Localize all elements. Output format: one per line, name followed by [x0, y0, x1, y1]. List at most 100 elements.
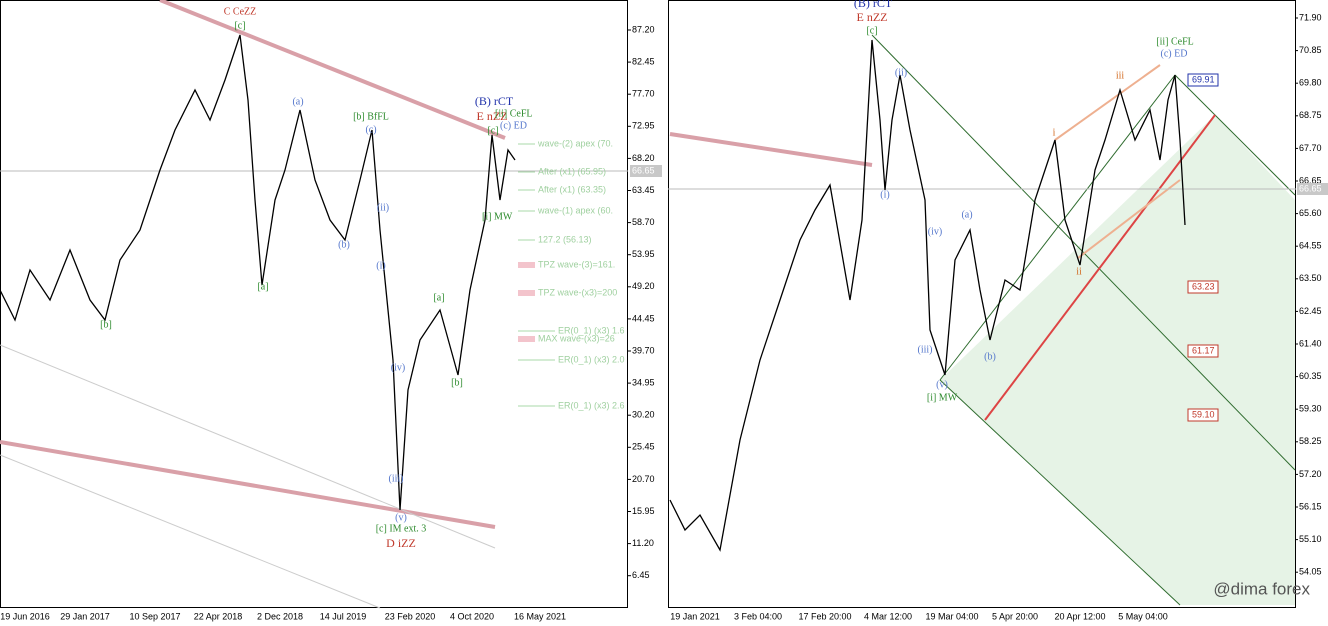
y-tick-label: 25.45 [632, 442, 655, 452]
level-label: MAX wave-(x3)=26 [538, 333, 615, 343]
wave-label: [a] [433, 292, 444, 303]
wave-label: (ii) [895, 67, 907, 78]
x-tick-label: 20 Apr 12:00 [1054, 611, 1105, 621]
wave-label: C CeZZ [224, 6, 257, 17]
x-tick-label: 2 Dec 2018 [257, 611, 303, 621]
price-tag-label: 66.65 [632, 165, 655, 175]
wave-label: (b) [984, 351, 996, 362]
y-tick-label: 53.95 [632, 249, 655, 259]
y-tick-label: 34.95 [632, 377, 655, 387]
price-box [1187, 73, 1219, 87]
wave-label: (a) [292, 96, 303, 107]
wave-label: (c) ED [1161, 48, 1188, 59]
price-box-label: 59.10 [1192, 409, 1215, 419]
wave-label: (c) [365, 124, 376, 135]
wave-label: [b] [451, 377, 463, 388]
x-tick-label: 10 Sep 2017 [129, 611, 180, 621]
wave-label: [ii] CeFL [495, 108, 533, 119]
y-tick-label: 59.30 [1299, 404, 1322, 414]
wave-label: (v) [395, 512, 407, 523]
level-label: ER(0_1) (x3) 2.0 [558, 354, 625, 364]
x-tick-label: 3 Feb 04:00 [734, 611, 782, 621]
level-label: After (x1) (63.35) [538, 184, 606, 194]
y-tick-label: 63.50 [1299, 273, 1322, 283]
y-tick-label: 60.35 [1299, 371, 1322, 381]
wave-label: [i] MW [927, 392, 958, 403]
wave-label: (B) rCT [475, 94, 514, 108]
y-tick-label: 15.95 [632, 506, 655, 516]
x-tick-label: 4 Mar 12:00 [864, 611, 912, 621]
watermark: @dima forex [1213, 579, 1310, 598]
wave-label: ii [1076, 266, 1082, 277]
y-tick-label: 30.20 [632, 410, 655, 420]
y-tick-label: 56.15 [1299, 501, 1322, 511]
level-label: ER(0_1) (x3) 2.6 [558, 400, 625, 410]
channel-line [939, 379, 1181, 606]
channel-line [1077, 179, 1181, 259]
level-label: wave-(2) apex (70. [537, 138, 613, 148]
level-label: 127.2 (56.13) [538, 234, 592, 244]
wave-label: (B) rCT [854, 0, 893, 10]
y-tick-label: 55.10 [1299, 534, 1322, 544]
y-tick-label: 65.60 [1299, 208, 1322, 218]
y-tick-label: 63.45 [632, 185, 655, 195]
y-tick-label: 68.75 [1299, 110, 1322, 120]
wave-label: (iii) [389, 473, 404, 484]
y-tick-label: 58.70 [632, 217, 655, 227]
x-tick-label: 19 Jun 2016 [0, 611, 50, 621]
trendline [669, 132, 873, 167]
wave-label: E nZZ [857, 10, 888, 24]
wave-label: (iv) [928, 226, 942, 237]
wave-label: (ii) [377, 202, 389, 213]
channel-line [1174, 74, 1296, 196]
wave-label: [c] IM ext. 3 [376, 523, 427, 534]
x-tick-label: 19 Jan 2021 [670, 611, 720, 621]
wave-label: (iv) [391, 362, 405, 373]
wave-label: [ii] CeFL [1156, 36, 1194, 47]
y-tick-label: 69.80 [1299, 78, 1322, 88]
channel-line [871, 34, 1296, 471]
wave-label: [c] [866, 25, 877, 36]
x-tick-label: 17 Feb 20:00 [798, 611, 851, 621]
channel-line [1054, 64, 1161, 141]
y-tick-label: 20.70 [632, 474, 655, 484]
level-label: wave-(1) apex (60. [537, 205, 613, 215]
wave-label: (b) [338, 239, 350, 250]
price-box-label: 69.91 [1192, 74, 1215, 84]
wave-label: (a) [961, 209, 972, 220]
y-tick-label: 11.20 [632, 538, 654, 548]
wave-label: (i) [376, 260, 385, 271]
y-tick-label: 82.45 [632, 56, 655, 66]
y-tick-label: 70.85 [1299, 45, 1322, 55]
y-tick-label: 49.20 [632, 281, 655, 291]
level-label: TPZ wave-(x3)=200 [538, 287, 617, 297]
y-tick-label: 62.45 [1299, 306, 1322, 316]
wave-label: (v) [936, 379, 948, 390]
left-frame [0, 0, 628, 608]
price-line [669, 39, 1186, 552]
trendline [0, 440, 496, 529]
right-frame [668, 0, 1296, 608]
y-tick-label: 72.95 [632, 121, 655, 131]
y-tick-label: 54.05 [1299, 567, 1322, 577]
y-tick-label: 44.45 [632, 313, 655, 323]
y-tick-label: 57.20 [1299, 469, 1322, 479]
x-tick-label: 16 May 2021 [514, 611, 566, 621]
wave-label: i [1053, 127, 1056, 138]
level-label: TPZ wave-(3)=161. [538, 259, 615, 269]
x-tick-label: 5 May 04:00 [1118, 611, 1168, 621]
level-label: ER(0_1) (x3) 1.6 [558, 325, 625, 335]
y-tick-label: 71.90 [1299, 12, 1322, 22]
wave-label: [b] [100, 319, 112, 330]
price-box [1187, 344, 1219, 358]
y-tick-label: 58.25 [1299, 436, 1322, 446]
price-tag [1297, 183, 1328, 195]
price-box-label: 61.17 [1192, 345, 1215, 355]
x-tick-label: 29 Jan 2017 [60, 611, 110, 621]
trendline [0, 344, 496, 549]
wave-label: [b] BfFL [353, 111, 389, 122]
price-tag [630, 165, 662, 177]
y-tick-label: 61.40 [1299, 338, 1322, 348]
wave-label: [c] [487, 125, 498, 136]
channel-line [984, 114, 1216, 421]
